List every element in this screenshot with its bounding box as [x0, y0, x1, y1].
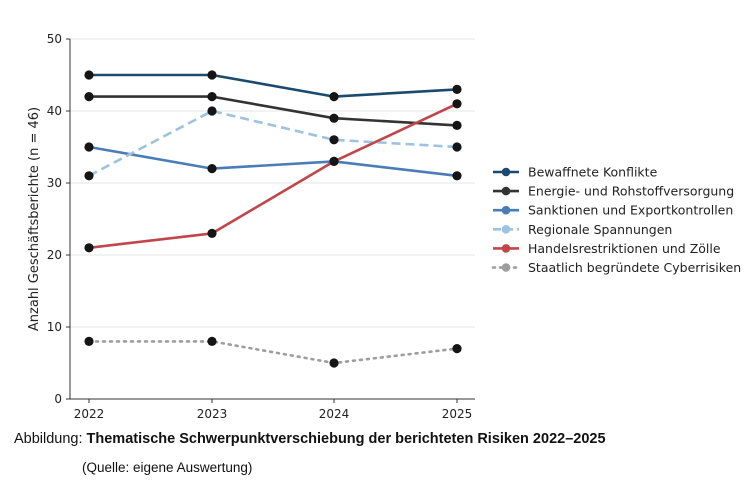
data-point [452, 120, 462, 130]
series-line-4 [88, 109, 458, 177]
legend-marker-3 [501, 205, 511, 215]
legend-marker-6 [501, 263, 511, 272]
y-tick-label: 50 [47, 32, 62, 46]
data-point [207, 164, 217, 174]
y-tick-label: 30 [47, 176, 62, 190]
x-tick-label: 2025 [442, 407, 473, 421]
y-tick-label: 20 [47, 248, 62, 262]
caption-title: Thematische Schwerpunktverschiebung der … [86, 431, 606, 447]
line-chart: 0 10 20 30 40 50 2022 2023 2024 2025 Anzahl Geschä… [27, 32, 741, 421]
series-line-5 [88, 102, 458, 250]
y-tick-label: 10 [47, 320, 62, 334]
data-point [452, 99, 462, 109]
series-line-3 [88, 145, 458, 178]
data-point [329, 113, 339, 123]
data-point [207, 70, 217, 80]
data-point [84, 243, 94, 253]
x-tick-label: 2023 [197, 407, 228, 421]
series-line-1 [89, 73, 458, 98]
series-line-6 [87, 340, 459, 365]
series-group [84, 70, 462, 368]
y-tick-label: 0 [54, 392, 62, 406]
legend-marker-4 [501, 225, 511, 234]
y-axis-title: Anzahl Geschäftsberichte (n = 46) [27, 107, 42, 331]
legend-marker-2 [501, 186, 511, 196]
legend-marker-5 [501, 244, 511, 253]
data-point [452, 142, 462, 152]
caption-prefix: Abbildung: [14, 431, 83, 447]
series-line-2 [89, 95, 458, 127]
legend: Bewaffnete Konflikte Energie- und Rohstof… [491, 165, 741, 275]
legend-label-2: Energie- und Rohstoffversorgung [528, 184, 734, 199]
data-point [84, 70, 94, 80]
legend-marker-1 [501, 167, 511, 177]
data-point [452, 84, 462, 94]
data-point [329, 358, 339, 368]
data-point [84, 92, 94, 102]
data-point [207, 336, 217, 346]
legend-label-1: Bewaffnete Konflikte [528, 165, 658, 180]
data-point [207, 92, 217, 102]
legend-label-6: Staatlich begründete Cyberrisiken [528, 260, 741, 275]
legend-label-5: Handelsrestriktionen und Zölle [528, 241, 721, 256]
data-point [84, 171, 94, 181]
data-point [329, 135, 339, 145]
legend-label-3: Sanktionen und Exportkontrollen [528, 203, 733, 218]
x-tick-label: 2022 [74, 407, 105, 421]
data-point [207, 228, 217, 238]
figure-caption: Abbildung: Thematische Schwerpunktverschi… [14, 431, 606, 447]
data-point [452, 171, 462, 181]
data-point [452, 344, 462, 354]
data-point [207, 106, 217, 116]
data-point [329, 156, 339, 166]
data-point [84, 336, 94, 346]
x-tick-label: 2024 [319, 407, 350, 421]
axes: 0 10 20 30 40 50 2022 2023 2024 2025 Anzahl Geschä… [27, 32, 475, 421]
caption-source: (Quelle: eigene Auswertung) [82, 460, 253, 475]
data-point [329, 92, 339, 102]
data-point [84, 142, 94, 152]
y-tick-label: 40 [47, 104, 62, 118]
legend-label-4: Regionale Spannungen [528, 222, 672, 237]
